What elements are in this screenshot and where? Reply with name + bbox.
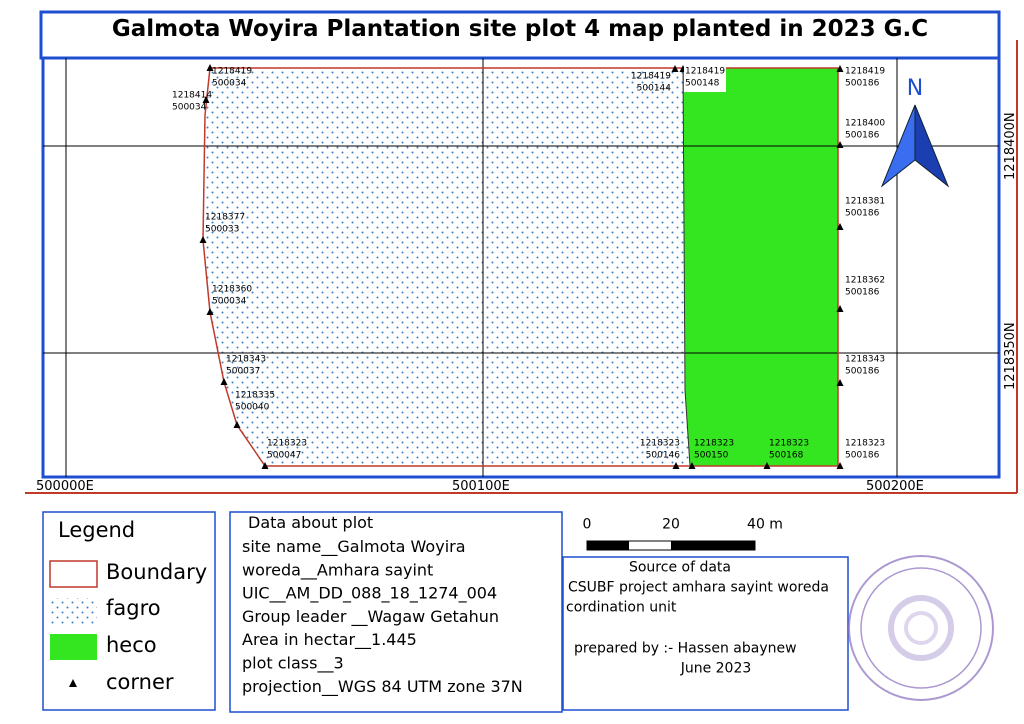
corner-northing: 1218419 [685, 67, 725, 77]
grid-label: 500100E [452, 479, 510, 494]
corner-marker [836, 223, 844, 230]
source-line: CSUBF project amhara sayint woreda [568, 580, 829, 596]
corner-marker [836, 379, 844, 386]
grid-label: 1218350N [1003, 322, 1018, 390]
corner-easting: 500186 [845, 79, 880, 89]
legend-label: fagro [106, 596, 161, 620]
stamp [848, 555, 994, 701]
title-box [39, 10, 1001, 60]
corner-northing: 1218323 [769, 439, 809, 449]
corner-northing: 1218323 [267, 439, 307, 449]
scale-label: 20 [662, 517, 680, 533]
corner-marker [672, 462, 680, 469]
corner-easting: 500186 [845, 367, 880, 377]
north-label: N [907, 76, 923, 101]
corner-easting: 500186 [845, 209, 880, 219]
corner-marker [836, 305, 844, 312]
info-line: projection__WGS 84 UTM zone 37N [242, 677, 523, 697]
legend-title: Legend [58, 518, 135, 542]
scale-label: 0 [583, 517, 592, 533]
corner-easting: 500148 [685, 79, 720, 89]
corner-northing: 1218343 [226, 355, 266, 365]
corner-easting: 500168 [769, 451, 804, 461]
corner-northing: 1218400 [845, 119, 885, 129]
corner-marker [836, 65, 844, 72]
legend-label: heco [106, 633, 157, 657]
info-line: UIC__AM_DD_088_18_1274_004 [242, 584, 497, 604]
info-box [229, 511, 563, 713]
fagro-area [203, 68, 690, 466]
corner-easting: 500186 [845, 131, 880, 141]
corner-easting: 500034 [212, 297, 247, 307]
corner-marker [206, 64, 214, 71]
corner-easting: 500040 [235, 403, 270, 413]
corner-easting: 500047 [267, 451, 301, 461]
corner-northing: 1218360 [212, 285, 252, 295]
info-title: Data about plot [248, 513, 373, 532]
legend-swatch [50, 598, 97, 624]
inner-line [682, 67, 691, 467]
prepared-by: prepared by :- Hassen abaynew [574, 641, 797, 657]
corner-easting: 500144 [637, 84, 672, 94]
corner-easting: 500150 [694, 451, 729, 461]
map-title: Galmota Woyira Plantation site plot 4 ma… [112, 16, 928, 42]
corner-northing: 1218323 [640, 439, 680, 449]
corner-northing: 1218419 [845, 67, 885, 77]
scale-label: 40 m [747, 517, 783, 533]
corner-northing: 1218414 [172, 91, 212, 101]
corner-group: 1218419500034121841450003412184195001441… [172, 64, 885, 469]
source-box [562, 556, 849, 711]
corner-easting: 500034 [212, 79, 247, 89]
corner-marker [836, 462, 844, 469]
corner-easting: 500034 [172, 103, 207, 113]
grid-label: 1218400N [1003, 112, 1018, 180]
info-line: Group leader __Wagaw Getahun [242, 607, 499, 627]
scale-bar [586, 540, 756, 551]
corner-marker [261, 462, 269, 469]
info-lines: site name__Galmota Woyira woreda__Amhara … [242, 537, 523, 697]
legend-label: Boundary [106, 560, 207, 584]
corner-marker [206, 308, 214, 315]
corner-marker [688, 462, 696, 469]
corner-easting: 500033 [205, 225, 239, 235]
heco-area [683, 68, 838, 466]
corner-northing: 1218362 [845, 276, 885, 286]
boundary [202, 67, 839, 467]
corner-northing: 1218419 [631, 72, 671, 82]
prepared-date: June 2023 [680, 661, 752, 677]
corner-easting: 500146 [646, 451, 681, 461]
corner-northing: 1218377 [205, 213, 245, 223]
corner-marker [233, 421, 241, 428]
grid-label: 500200E [866, 479, 924, 494]
corner-northing: 1218323 [694, 439, 734, 449]
source-title: Source of data [629, 560, 731, 576]
grid-label: 500000E [36, 479, 94, 494]
legend-swatch [69, 679, 77, 687]
corner-easting: 500186 [845, 451, 880, 461]
corner-northing: 1218323 [845, 439, 885, 449]
corner-marker [836, 141, 844, 148]
label-bg [684, 67, 726, 92]
corner-marker [202, 96, 210, 103]
corner-marker [763, 462, 771, 469]
legend-swatch [49, 560, 98, 588]
info-line: woreda__Amhara sayint [242, 560, 433, 580]
legend-label: corner [106, 670, 174, 694]
info-line: Area in hectar__1.445 [242, 630, 417, 650]
legend-swatch [50, 634, 97, 660]
north-arrow: N [880, 76, 950, 188]
info-line: plot class__3 [242, 654, 344, 674]
corner-marker [220, 378, 228, 385]
corner-easting: 500186 [845, 288, 880, 298]
corner-marker [199, 236, 207, 243]
corner-northing: 1218335 [235, 391, 275, 401]
corner-marker [671, 65, 679, 72]
corner-northing: 1218381 [845, 197, 885, 207]
corner-northing: 1218343 [845, 355, 885, 365]
corner-northing: 1218419 [212, 67, 252, 77]
info-line: site name__Galmota Woyira [242, 537, 466, 557]
corner-easting: 500037 [226, 367, 260, 377]
source-line: cordination unit [566, 600, 677, 616]
